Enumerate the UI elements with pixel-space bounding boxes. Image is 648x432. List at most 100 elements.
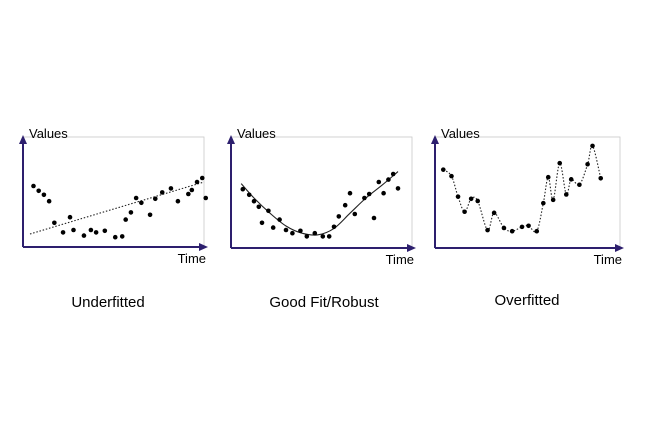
caption-underfitted: Underfitted xyxy=(71,294,145,311)
data-point xyxy=(81,233,87,238)
data-point xyxy=(159,190,165,195)
data-point xyxy=(189,187,195,193)
data-point xyxy=(93,230,99,235)
data-point xyxy=(123,217,128,222)
x-axis-arrow xyxy=(199,243,208,251)
x-axis-label: Time xyxy=(386,252,414,267)
data-point xyxy=(519,224,525,230)
x-axis-label: Time xyxy=(178,251,206,266)
data-point xyxy=(390,171,396,177)
data-point xyxy=(326,234,332,239)
data-point xyxy=(371,215,377,221)
data-point xyxy=(199,175,205,181)
plot-frame xyxy=(434,136,621,249)
caption-overfitted: Overfitted xyxy=(494,292,560,309)
data-point xyxy=(168,186,174,191)
data-point xyxy=(277,217,282,222)
data-point xyxy=(41,192,47,198)
data-point xyxy=(270,225,276,230)
data-point xyxy=(563,192,569,197)
data-point xyxy=(304,234,310,239)
data-point xyxy=(449,173,454,179)
data-point xyxy=(60,230,66,235)
data-point xyxy=(386,177,391,182)
data-point xyxy=(36,188,41,194)
data-point xyxy=(352,211,358,217)
x-axis-label: Time xyxy=(594,252,622,267)
data-point xyxy=(440,167,446,172)
data-point xyxy=(259,220,265,226)
data-point xyxy=(283,227,289,233)
data-point xyxy=(290,230,295,236)
fit-line xyxy=(442,145,602,233)
data-point xyxy=(501,225,507,231)
data-point xyxy=(366,191,372,197)
data-point xyxy=(342,202,348,208)
data-point xyxy=(147,212,153,218)
data-point xyxy=(128,210,134,215)
data-point xyxy=(298,228,303,234)
data-point xyxy=(541,200,546,206)
data-point xyxy=(152,196,158,202)
data-point xyxy=(240,186,246,192)
data-point xyxy=(133,195,139,201)
data-point xyxy=(462,209,467,215)
data-point xyxy=(46,198,52,204)
data-point xyxy=(102,228,108,234)
data-point xyxy=(52,220,57,226)
data-point xyxy=(485,227,490,233)
data-point xyxy=(336,214,342,219)
good-fit-plot: Values Time xyxy=(227,126,416,267)
fit-line xyxy=(240,171,399,236)
data-point xyxy=(88,227,94,233)
data-point xyxy=(175,198,181,204)
caption-good-fit: Good Fit/Robust xyxy=(269,294,379,311)
data-point xyxy=(376,179,382,185)
y-axis-label: Values xyxy=(237,126,276,141)
data-point xyxy=(395,186,401,191)
y-axis-label: Values xyxy=(441,126,480,141)
data-point xyxy=(568,177,574,182)
data-point xyxy=(67,214,73,220)
data-point xyxy=(585,161,590,167)
data-point xyxy=(509,228,515,234)
data-point xyxy=(71,227,76,233)
data-point xyxy=(534,228,540,234)
data-point xyxy=(31,183,36,189)
y-axis-arrow xyxy=(19,135,27,144)
data-point xyxy=(347,190,353,196)
data-point xyxy=(312,230,318,236)
data-point xyxy=(139,200,144,206)
x-axis-arrow xyxy=(615,244,624,252)
data-point xyxy=(550,197,556,203)
data-point xyxy=(590,143,595,149)
y-axis-arrow xyxy=(431,135,439,144)
y-axis-arrow xyxy=(227,135,235,144)
y-axis-label: Values xyxy=(29,126,68,141)
data-point xyxy=(194,179,200,185)
data-point xyxy=(545,174,551,180)
fit-line xyxy=(29,181,205,235)
overfitted-plot: Values Time xyxy=(431,126,624,267)
data-point xyxy=(251,198,257,204)
data-point xyxy=(526,223,531,229)
data-point xyxy=(320,234,326,239)
plot-frame xyxy=(22,136,205,248)
data-point xyxy=(186,191,191,197)
data-point xyxy=(577,182,582,188)
data-point xyxy=(331,224,337,230)
data-point xyxy=(362,195,367,201)
data-point xyxy=(266,208,271,214)
data-point xyxy=(246,192,252,198)
data-point xyxy=(203,195,209,201)
data-point xyxy=(119,234,125,239)
underfitted-plot: Values Time xyxy=(19,126,209,266)
data-point xyxy=(491,210,497,216)
data-point xyxy=(468,196,474,202)
data-point xyxy=(256,204,262,210)
data-point xyxy=(112,234,118,240)
data-point xyxy=(475,198,481,204)
data-point xyxy=(455,194,461,199)
x-axis-arrow xyxy=(407,244,416,252)
